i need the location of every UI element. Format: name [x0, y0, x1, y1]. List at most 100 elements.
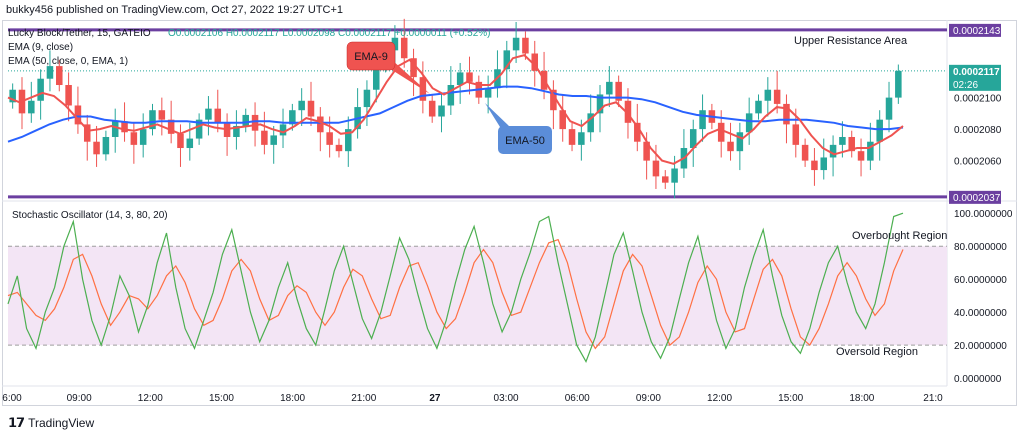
- price-tick-label: 0.0002100: [954, 94, 1002, 105]
- time-tick-label: 09:00: [636, 393, 661, 404]
- candle-body: [466, 72, 473, 82]
- candle-body: [885, 97, 893, 120]
- candle-body: [596, 94, 604, 114]
- candle-body: [624, 100, 632, 123]
- ema9-callout-pointer: [392, 60, 430, 94]
- candle-body: [764, 89, 772, 101]
- stoch-tick-label: 60.0000000: [954, 275, 1007, 286]
- candle-body: [717, 122, 725, 142]
- candle-body: [820, 157, 828, 171]
- candle-body: [550, 89, 557, 111]
- candle-body: [83, 124, 91, 142]
- candles-group: [9, 18, 902, 199]
- support-price-text: 0.0002037: [953, 193, 1001, 204]
- stoch-tick-label: 40.0000000: [954, 308, 1007, 319]
- candle-body: [391, 37, 399, 51]
- candle-body: [177, 133, 184, 149]
- stoch-tick-label: 100.0000000: [954, 209, 1013, 220]
- ema50-callout-pointer: [485, 103, 510, 127]
- candle-body: [745, 113, 753, 133]
- candle-body: [839, 136, 846, 145]
- candle-body: [531, 53, 539, 71]
- candle-body: [186, 138, 194, 149]
- candle-body: [9, 89, 16, 103]
- candle-body: [792, 124, 800, 145]
- candle-body: [102, 136, 110, 155]
- countdown-text: 02:26: [953, 80, 978, 91]
- ema50-callout: EMA-50: [485, 103, 552, 154]
- candle-body: [158, 110, 166, 120]
- candle-body: [428, 100, 436, 117]
- time-tick-label: 18:00: [280, 393, 305, 404]
- time-tick-label: 27: [429, 393, 441, 404]
- ema50-callout-box: [498, 126, 552, 154]
- time-tick-label: 15:00: [778, 393, 803, 404]
- candle-body: [895, 70, 902, 98]
- footer-brand-text: TradingView: [28, 416, 95, 430]
- candle-body: [28, 100, 35, 114]
- candle-body: [345, 129, 352, 152]
- candle-body: [214, 108, 222, 123]
- candle-body: [773, 89, 781, 104]
- candle-body: [37, 78, 44, 101]
- candle-body: [662, 176, 669, 183]
- overbought-label: Overbought Region: [852, 230, 947, 242]
- stoch-band: [8, 246, 947, 346]
- stoch-tick-label: 0.0000000: [954, 374, 1002, 385]
- time-ticks: 6:00 09:00 12:00 15:00 18:00 21:00 27 03:00 06:0…: [2, 393, 943, 404]
- candle-body: [167, 119, 175, 134]
- candle-body: [643, 141, 650, 161]
- ema9-line: [7, 53, 904, 165]
- candle-body: [242, 114, 249, 126]
- oversold-label: Oversold Region: [836, 346, 918, 358]
- ema50-callout-text: EMA-50: [505, 135, 545, 147]
- candle-body: [652, 160, 660, 177]
- candle-body: [270, 135, 277, 145]
- candle-body: [578, 132, 585, 145]
- time-tick-label: 21:00: [351, 393, 376, 404]
- candle-body: [829, 144, 837, 158]
- stoch-tick-label: 20.0000000: [954, 341, 1007, 352]
- candle-body: [139, 129, 147, 145]
- candle-body: [736, 132, 744, 152]
- candle-body: [689, 129, 697, 149]
- candle-body: [848, 136, 855, 152]
- price-tick-label: 0.0002060: [954, 157, 1002, 168]
- candle-body: [447, 85, 455, 106]
- time-tick-label: 21:0: [923, 393, 943, 404]
- stoch-legend: Stochastic Oscillator (14, 3, 80, 20): [12, 210, 168, 221]
- candle-body: [65, 85, 72, 106]
- time-tick-label: 15:00: [209, 393, 234, 404]
- candle-body: [251, 114, 259, 131]
- candle-body: [298, 100, 305, 111]
- ema9-legend: EMA (9, close): [8, 42, 73, 53]
- candle-body: [307, 100, 315, 117]
- footer-brand[interactable]: 𝟭𝟳 TradingView: [8, 415, 94, 431]
- candle-body: [606, 81, 613, 95]
- candle-body: [317, 116, 324, 133]
- candle-body: [438, 105, 445, 117]
- time-tick-label: 12:00: [138, 393, 163, 404]
- chart-frame: [2, 20, 1017, 406]
- candle-body: [615, 81, 622, 101]
- last-price-tag: [949, 64, 1001, 91]
- stoch-tick-label: 80.0000000: [954, 242, 1007, 253]
- candle-body: [149, 110, 156, 130]
- time-tick-label: 6:00: [2, 393, 22, 404]
- candle-body: [93, 141, 100, 155]
- candle-body: [326, 132, 333, 145]
- ema9-callout: EMA-9: [346, 41, 430, 94]
- stoch-k-line: [7, 212, 904, 364]
- candle-body: [372, 66, 380, 90]
- candle-body: [587, 113, 594, 133]
- stoch-d-line: [7, 238, 904, 350]
- publisher-line: bukky456 published on TradingView.com, O…: [6, 4, 344, 16]
- candle-body: [121, 121, 128, 133]
- candle-body: [46, 66, 54, 79]
- candle-body: [755, 100, 762, 114]
- last-price-text: 0.0002117: [953, 67, 1000, 78]
- price-tick-label: 0.0002080: [954, 125, 1002, 136]
- resistance-price-text: 0.0002143: [953, 26, 1001, 37]
- candle-body: [801, 144, 809, 161]
